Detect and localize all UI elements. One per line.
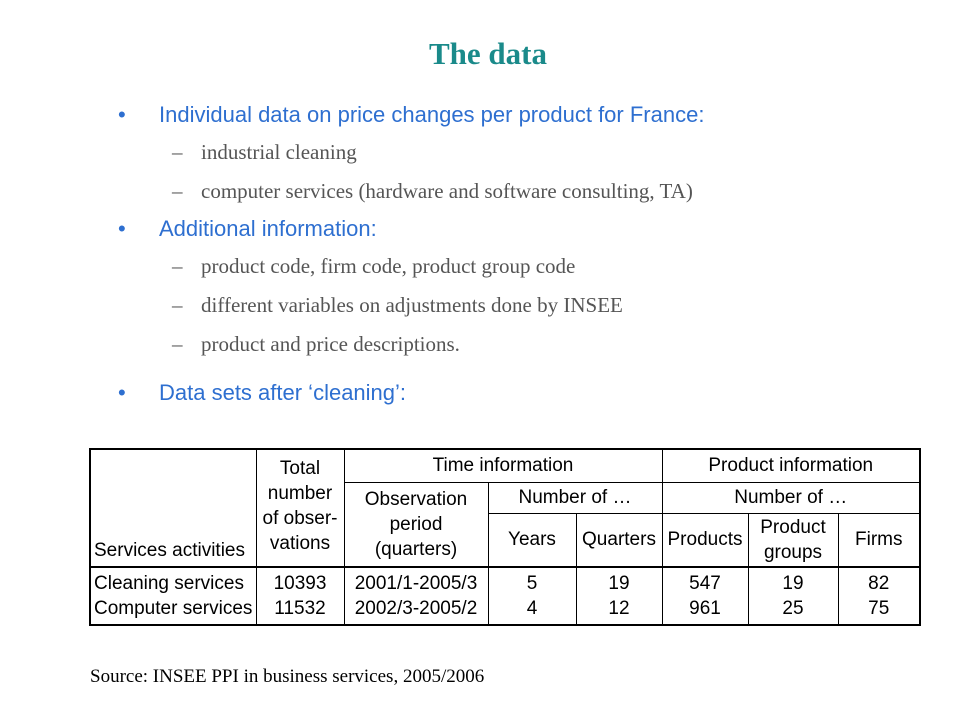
- header-number-of-product: Number of …: [661, 482, 921, 514]
- table-cell: 4: [526, 598, 538, 619]
- header-firms: Firms: [837, 513, 921, 568]
- sub-bullet-text: product code, firm code, product group c…: [201, 254, 576, 278]
- sub-bullet-text: different variables on adjustments done …: [201, 293, 623, 317]
- sub-bullet-descriptions: – product and price descriptions.: [118, 325, 918, 364]
- column-total: 10393 11532: [255, 566, 345, 626]
- sub-bullet-adjustments: – different variables on adjustments done…: [118, 286, 918, 325]
- header-number-of-time: Number of …: [487, 482, 663, 514]
- table-cell: 19: [608, 573, 630, 594]
- header-time-information: Time information: [343, 448, 663, 483]
- table-cell: 2001/1-2005/3: [354, 573, 478, 594]
- source-note: Source: INSEE PPI in business services, …: [90, 666, 485, 687]
- bullet-individual-data: • Individual data on price changes per pr…: [118, 97, 918, 133]
- bullet-text: Data sets after ‘cleaning’:: [159, 380, 407, 405]
- table-cell: 12: [608, 598, 630, 619]
- table-cell: Computer services: [94, 598, 253, 619]
- header-product-information: Product information: [661, 448, 921, 483]
- dash-symbol: –: [172, 254, 183, 278]
- bullet-symbol: •: [118, 102, 126, 127]
- table-cell: Cleaning services: [94, 573, 244, 594]
- table-cell: 10393: [273, 573, 327, 594]
- table-cell: 961: [689, 598, 721, 619]
- header-products: Products: [661, 513, 749, 568]
- column-products: 547 961: [661, 566, 749, 626]
- dash-symbol: –: [172, 332, 183, 356]
- header-years: Years: [487, 513, 577, 568]
- table-cell: 25: [782, 598, 804, 619]
- dash-symbol: –: [172, 179, 183, 203]
- table-cell: 5: [526, 573, 538, 594]
- table-cell: 75: [868, 598, 890, 619]
- column-firms: 82 75: [837, 566, 921, 626]
- bullet-additional-information: • Additional information:: [118, 211, 918, 247]
- page-title: The data: [429, 36, 547, 71]
- data-sets-table: Services activities Total number of obse…: [89, 448, 921, 626]
- table-cell: 11532: [274, 598, 326, 619]
- bullet-text: Individual data on price changes per pro…: [159, 102, 705, 127]
- sub-bullet-text: product and price descriptions.: [201, 332, 460, 356]
- sub-bullet-codes: – product code, firm code, product group …: [118, 247, 918, 286]
- table-cell: 2002/3-2005/2: [354, 598, 478, 619]
- column-period: 2001/1-2005/3 2002/3-2005/2: [343, 566, 489, 626]
- column-product-groups: 19 25: [747, 566, 839, 626]
- column-quarters: 19 12: [575, 566, 663, 626]
- sub-bullet-computer-services: – computer services (hardware and softwar…: [118, 172, 918, 211]
- bullet-list: • Individual data on price changes per pr…: [118, 97, 918, 411]
- bullet-data-sets: • Data sets after ‘cleaning’:: [118, 375, 918, 411]
- table-cell: 19: [782, 573, 804, 594]
- dash-symbol: –: [172, 140, 183, 164]
- sub-bullet-industrial-cleaning: – industrial cleaning: [118, 133, 918, 172]
- header-total-observations: Total number of obser- vations: [255, 448, 345, 568]
- column-activities: Cleaning services Computer services: [89, 566, 257, 626]
- header-services-activities: Services activities: [89, 448, 257, 568]
- table-cell: 547: [689, 573, 721, 594]
- table-cell: 82: [868, 573, 890, 594]
- sub-bullet-text: computer services (hardware and software…: [201, 179, 693, 203]
- header-observation-period: Observation period (quarters): [343, 482, 489, 568]
- bullet-symbol: •: [118, 380, 126, 405]
- column-years: 5 4: [487, 566, 577, 626]
- header-quarters: Quarters: [575, 513, 663, 568]
- dash-symbol: –: [172, 293, 183, 317]
- header-product-groups: Product groups: [747, 513, 839, 568]
- bullet-text: Additional information:: [159, 216, 377, 241]
- bullet-symbol: •: [118, 216, 126, 241]
- sub-bullet-text: industrial cleaning: [201, 140, 357, 164]
